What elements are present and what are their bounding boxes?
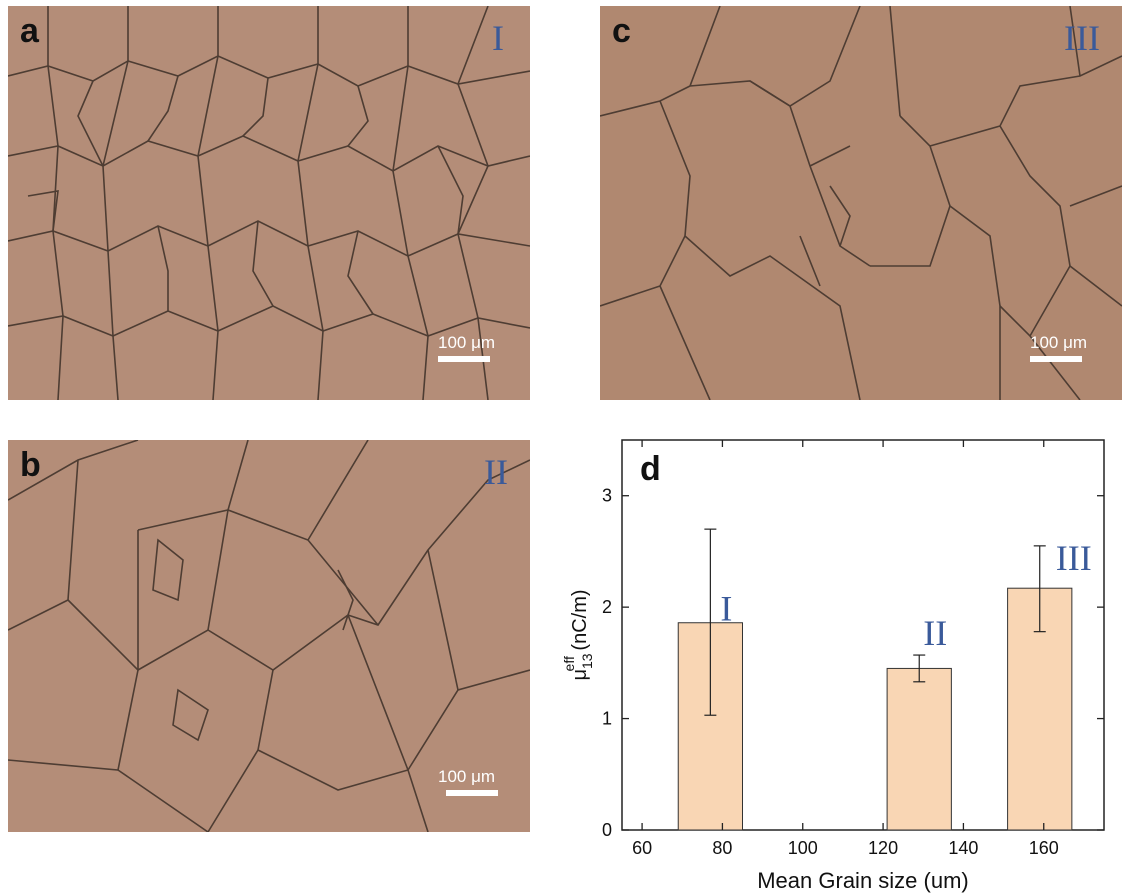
y-tick-label-3: 3 bbox=[602, 486, 612, 506]
x-tick-label-80: 80 bbox=[712, 838, 732, 858]
micrograph-panel-c: c III 100 μm bbox=[600, 6, 1122, 400]
scale-label-a: 100 μm bbox=[438, 333, 496, 352]
y-label-superscript: eff bbox=[561, 656, 577, 671]
y-label-unit: (nC/m) bbox=[569, 589, 591, 656]
bar-II bbox=[886, 667, 952, 831]
bar-label-III: III bbox=[1056, 538, 1092, 578]
scale-label-b: 100 μm bbox=[438, 767, 496, 786]
micrograph-image-c bbox=[600, 6, 1122, 400]
y-label-symbol: μ bbox=[569, 669, 591, 681]
x-axis-ticks: 60 80 100 120 140 160 bbox=[632, 440, 1059, 858]
micrograph-image-a bbox=[8, 6, 530, 400]
x-tick-label-160: 160 bbox=[1029, 838, 1059, 858]
sample-label-a: I bbox=[492, 18, 504, 58]
panel-letter-b: b bbox=[20, 446, 41, 484]
micrograph-image-b bbox=[8, 440, 530, 832]
panel-letter-c: c bbox=[612, 12, 631, 50]
x-tick-label-100: 100 bbox=[788, 838, 818, 858]
bar-label-II: II bbox=[923, 613, 947, 653]
y-tick-label-0: 0 bbox=[602, 820, 612, 840]
x-tick-label-120: 120 bbox=[868, 838, 898, 858]
y-axis-ticks: 0 1 2 3 bbox=[602, 486, 1104, 840]
scale-bar-b bbox=[446, 790, 498, 796]
bar-label-I: I bbox=[720, 589, 732, 629]
x-tick-label-140: 140 bbox=[948, 838, 978, 858]
scale-bar-a bbox=[438, 356, 490, 362]
y-label-subscript: 13 bbox=[579, 653, 595, 669]
svg-text:μ13eff (nC/m): μ13eff (nC/m) bbox=[561, 589, 595, 680]
y-axis-label: μ13eff (nC/m) bbox=[561, 589, 595, 680]
sample-label-c: III bbox=[1064, 18, 1100, 58]
y-tick-label-2: 2 bbox=[602, 597, 612, 617]
scale-bar-c bbox=[1030, 356, 1082, 362]
y-tick-label-1: 1 bbox=[602, 709, 612, 729]
micrograph-panel-a: a I 100 μm bbox=[8, 6, 530, 400]
error-bars-layer bbox=[704, 528, 1046, 716]
sample-label-b: II bbox=[484, 452, 508, 492]
panel-letter-d: d bbox=[640, 450, 661, 488]
plot-frame bbox=[621, 439, 1105, 831]
scale-label-c: 100 μm bbox=[1030, 333, 1088, 352]
panel-letter-a: a bbox=[20, 12, 39, 50]
micrograph-panel-b: b II 100 μm bbox=[8, 440, 530, 832]
x-axis-label: Mean Grain size (um) bbox=[757, 868, 969, 893]
x-tick-label-60: 60 bbox=[632, 838, 652, 858]
